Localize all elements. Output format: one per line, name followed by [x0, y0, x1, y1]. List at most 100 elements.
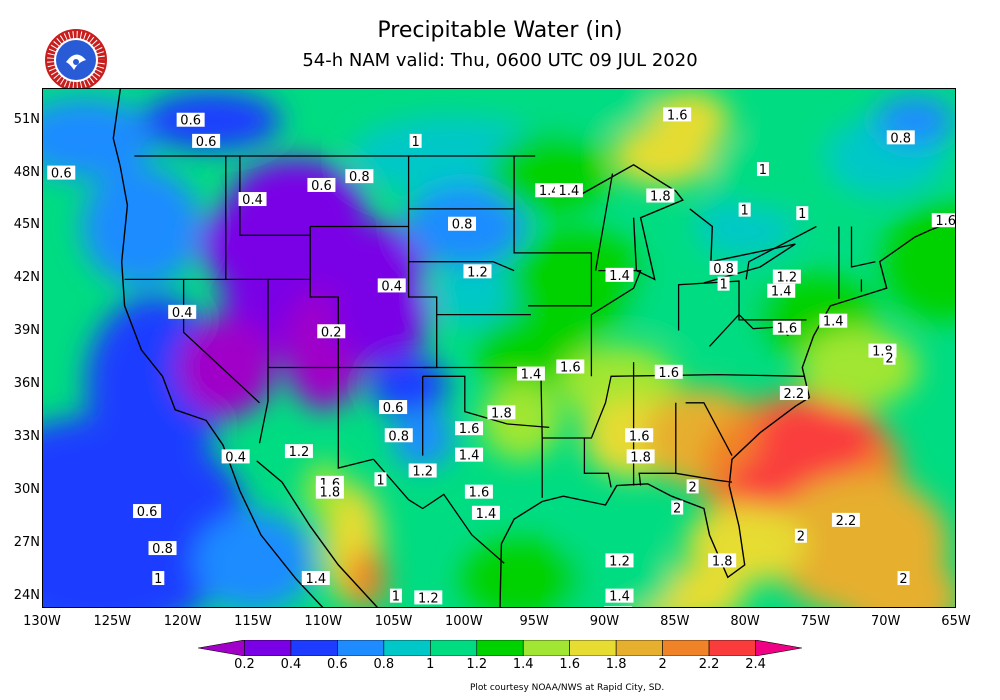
contour-label-text: 1.4: [771, 285, 792, 300]
contour-label: 1: [409, 133, 422, 150]
contour-label-text: 1: [741, 204, 749, 219]
contour-label-box: [605, 267, 634, 282]
contour-label-box: [414, 590, 443, 605]
contour-label-box: [192, 133, 221, 148]
contour-label: 2: [897, 571, 910, 587]
contour-label-box: [168, 304, 197, 319]
contour-label: 0.4: [168, 304, 197, 321]
lon-label: 105W: [374, 614, 413, 629]
map-canvas: 0.60.60.60.40.60.8111.21.61.41.41.81110.…: [43, 89, 955, 607]
contour-label-box: [345, 169, 374, 184]
pw-field-region: [141, 90, 282, 151]
colorbar-swatch: [755, 640, 802, 656]
contour-label-text: 1: [759, 163, 767, 178]
contour-label-text: 2.2: [784, 387, 805, 402]
colorbar-swatch: [198, 640, 245, 656]
contour-label-text: 1: [719, 278, 727, 293]
contour-label-box: [384, 428, 413, 443]
contour-label-text: 0.2: [321, 325, 342, 340]
state-border: [594, 173, 614, 271]
colorbar-swatch: [383, 640, 431, 656]
colorbar-label: 2.2: [698, 657, 720, 672]
contour-label: 1.4: [455, 447, 484, 464]
contour-label-box: [772, 320, 801, 335]
colorbar-label: 0.2: [234, 657, 255, 672]
contour-label-box: [646, 188, 675, 203]
map-title: Precipitable Water (in): [377, 18, 623, 43]
coastline: [689, 208, 796, 284]
contour-label-box: [317, 324, 346, 339]
contour-label-text: 1.6: [459, 422, 480, 437]
colorbar-swatch: [615, 640, 663, 656]
contour-label-box: [671, 500, 684, 515]
colorbar-label: 2.4: [745, 657, 766, 672]
contour-label: 1.4: [301, 571, 330, 587]
lon-label: 125W: [93, 614, 132, 629]
state-border: [258, 279, 269, 444]
contour-label-text: 1.4: [459, 449, 480, 464]
map-subtitle: 54-h NAM valid: Thu, 0600 UTC 09 JUL 202…: [302, 50, 698, 71]
colorbar-label: 0.8: [373, 657, 395, 672]
contour-label-box: [176, 112, 205, 127]
state-border: [675, 472, 733, 483]
colorbar-swatch: [430, 640, 478, 656]
contour-label-text: 1.4: [559, 184, 580, 199]
contour-label: 1: [756, 162, 769, 178]
contour-label: 0.6: [133, 504, 162, 520]
contour-label: 1.8: [646, 188, 675, 205]
colorbar-swatch: [522, 640, 570, 656]
contour-label-text: 2: [899, 572, 907, 587]
contour-label: 0.4: [221, 449, 250, 465]
contour-label-text: 0.8: [152, 542, 173, 557]
contour-label-box: [307, 177, 336, 192]
state-border: [583, 438, 612, 488]
colorbar-swatch: [476, 640, 524, 656]
contour-label: 1.2: [605, 553, 634, 569]
precipitable-water-map: 0.60.60.60.40.60.8111.21.61.41.41.81110.…: [42, 88, 956, 608]
state-border: [372, 458, 505, 564]
contour-label: 0.6: [379, 400, 408, 416]
contour-label-box: [556, 359, 585, 374]
state-border: [408, 261, 515, 272]
contour-label-box: [831, 512, 860, 527]
pw-field-region: [507, 229, 648, 330]
contour-label-box: [408, 463, 437, 478]
state-border: [182, 279, 260, 404]
state-border: [239, 156, 311, 236]
coastline: [112, 89, 324, 607]
contour-label-text: 0.6: [180, 114, 201, 129]
contour-label-box: [708, 553, 737, 568]
contour-label-text: 2: [673, 502, 681, 517]
contour-label: 1.2: [463, 264, 492, 280]
contour-label-box: [654, 364, 683, 379]
state-border: [685, 402, 733, 456]
contour-label-text: 1.2: [289, 445, 310, 460]
contour-label-box: [315, 484, 344, 499]
contour-label: 1: [152, 571, 165, 587]
lon-label: 90W: [589, 614, 620, 629]
contour-label-text: 0.8: [349, 170, 370, 185]
contour-label: 1.6: [654, 364, 683, 381]
contour-label-box: [221, 449, 250, 464]
contour-label: 2.2: [831, 512, 860, 529]
contour-label-box: [767, 283, 796, 298]
contour-label: 1.6: [663, 107, 692, 123]
contour-label-box: [516, 366, 545, 381]
contour-label: 1.6: [464, 484, 493, 501]
pw-field-region: [175, 317, 276, 418]
contour-label-box: [409, 133, 422, 148]
state-border: [850, 226, 876, 268]
state-border: [677, 280, 807, 331]
contour-label-text: 1: [798, 207, 806, 222]
contour-label-text: 0.8: [452, 218, 473, 233]
contour-label-box: [133, 504, 162, 519]
contour-label: 1.4: [471, 505, 500, 522]
nws-logo-icon: [45, 29, 107, 91]
contour-label-box: [883, 350, 896, 365]
contour-label-box: [148, 541, 177, 556]
contour-label-box: [717, 276, 730, 291]
contour-label-text: 1.8: [491, 406, 512, 421]
contour-label: 1.2: [408, 463, 437, 480]
contour-label-text: 0.6: [383, 401, 404, 416]
contour-label-text: 1.4: [609, 269, 630, 284]
